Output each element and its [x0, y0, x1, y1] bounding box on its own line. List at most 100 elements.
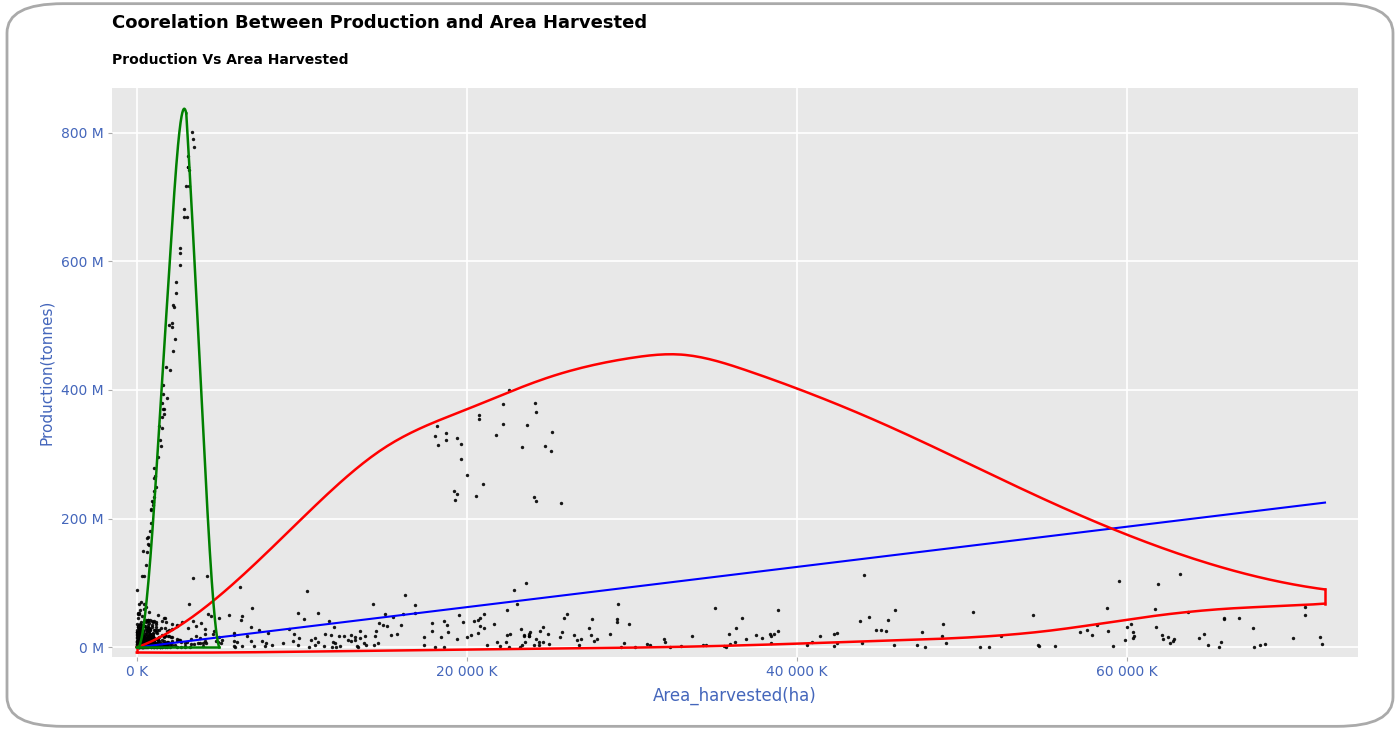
- Point: [433, 641, 455, 653]
- Point: [148, 434, 171, 446]
- Point: [126, 631, 148, 643]
- Point: [725, 623, 748, 634]
- Point: [158, 319, 181, 331]
- Point: [969, 641, 991, 653]
- Point: [549, 631, 571, 642]
- Point: [127, 641, 150, 653]
- Point: [151, 615, 174, 627]
- Point: [127, 609, 150, 620]
- Point: [126, 634, 148, 645]
- Point: [129, 636, 151, 648]
- Point: [167, 619, 189, 631]
- Point: [147, 637, 169, 648]
- Point: [132, 640, 154, 652]
- Point: [137, 634, 160, 645]
- Point: [353, 637, 375, 649]
- Point: [563, 629, 585, 641]
- Point: [133, 634, 155, 646]
- Point: [1022, 609, 1044, 620]
- Point: [1158, 637, 1180, 648]
- Point: [137, 625, 160, 637]
- Point: [528, 637, 550, 648]
- Point: [127, 620, 150, 632]
- Point: [154, 617, 176, 629]
- Point: [127, 636, 150, 648]
- Point: [496, 629, 518, 641]
- Point: [139, 525, 161, 537]
- Point: [130, 630, 153, 642]
- Point: [638, 639, 661, 650]
- Point: [253, 640, 276, 652]
- Point: [136, 637, 158, 649]
- Point: [139, 624, 161, 636]
- Point: [136, 632, 158, 644]
- Point: [129, 629, 151, 641]
- Point: [157, 630, 179, 642]
- Point: [130, 637, 153, 649]
- Point: [239, 635, 262, 647]
- Point: [857, 611, 879, 623]
- Text: Coorelation Between Production and Area Harvested: Coorelation Between Production and Area …: [112, 14, 647, 31]
- Point: [136, 633, 158, 645]
- Point: [182, 615, 204, 627]
- Point: [127, 633, 150, 645]
- Point: [146, 640, 168, 652]
- Point: [731, 612, 753, 624]
- Point: [525, 407, 547, 418]
- Point: [1144, 603, 1166, 615]
- Point: [154, 640, 176, 652]
- Point: [127, 641, 150, 653]
- Point: [141, 631, 164, 643]
- Point: [552, 626, 574, 637]
- Point: [143, 491, 165, 503]
- Point: [139, 637, 161, 649]
- Point: [127, 637, 150, 648]
- Point: [570, 634, 592, 645]
- Point: [1120, 618, 1142, 630]
- Point: [126, 641, 148, 653]
- Point: [473, 608, 496, 620]
- Point: [911, 626, 934, 638]
- Point: [322, 636, 344, 648]
- Point: [553, 612, 575, 623]
- Point: [1156, 631, 1179, 643]
- Point: [129, 639, 151, 650]
- Point: [283, 628, 305, 639]
- Point: [143, 638, 165, 650]
- Point: [143, 641, 165, 653]
- Point: [193, 628, 216, 639]
- Point: [914, 642, 937, 653]
- Point: [126, 612, 148, 623]
- Point: [325, 642, 347, 653]
- Point: [489, 640, 511, 652]
- Point: [364, 625, 386, 637]
- Point: [137, 621, 160, 633]
- Point: [567, 639, 589, 651]
- Point: [129, 641, 151, 653]
- Point: [1116, 621, 1138, 633]
- Point: [132, 637, 154, 649]
- Point: [126, 629, 148, 640]
- Point: [207, 636, 230, 648]
- Point: [599, 629, 622, 640]
- Point: [129, 640, 151, 652]
- Point: [654, 636, 676, 648]
- Point: [237, 631, 259, 642]
- Point: [146, 481, 168, 493]
- Point: [906, 639, 928, 650]
- Point: [298, 641, 321, 653]
- Point: [248, 625, 270, 637]
- Point: [528, 639, 550, 651]
- Point: [154, 639, 176, 651]
- Point: [875, 625, 897, 637]
- Point: [323, 621, 346, 633]
- Point: [126, 640, 148, 652]
- Point: [146, 642, 168, 653]
- Point: [134, 634, 157, 645]
- Point: [134, 639, 157, 650]
- Point: [230, 581, 252, 593]
- Point: [141, 619, 164, 631]
- Point: [154, 630, 176, 642]
- Point: [1162, 636, 1184, 648]
- Point: [137, 539, 160, 550]
